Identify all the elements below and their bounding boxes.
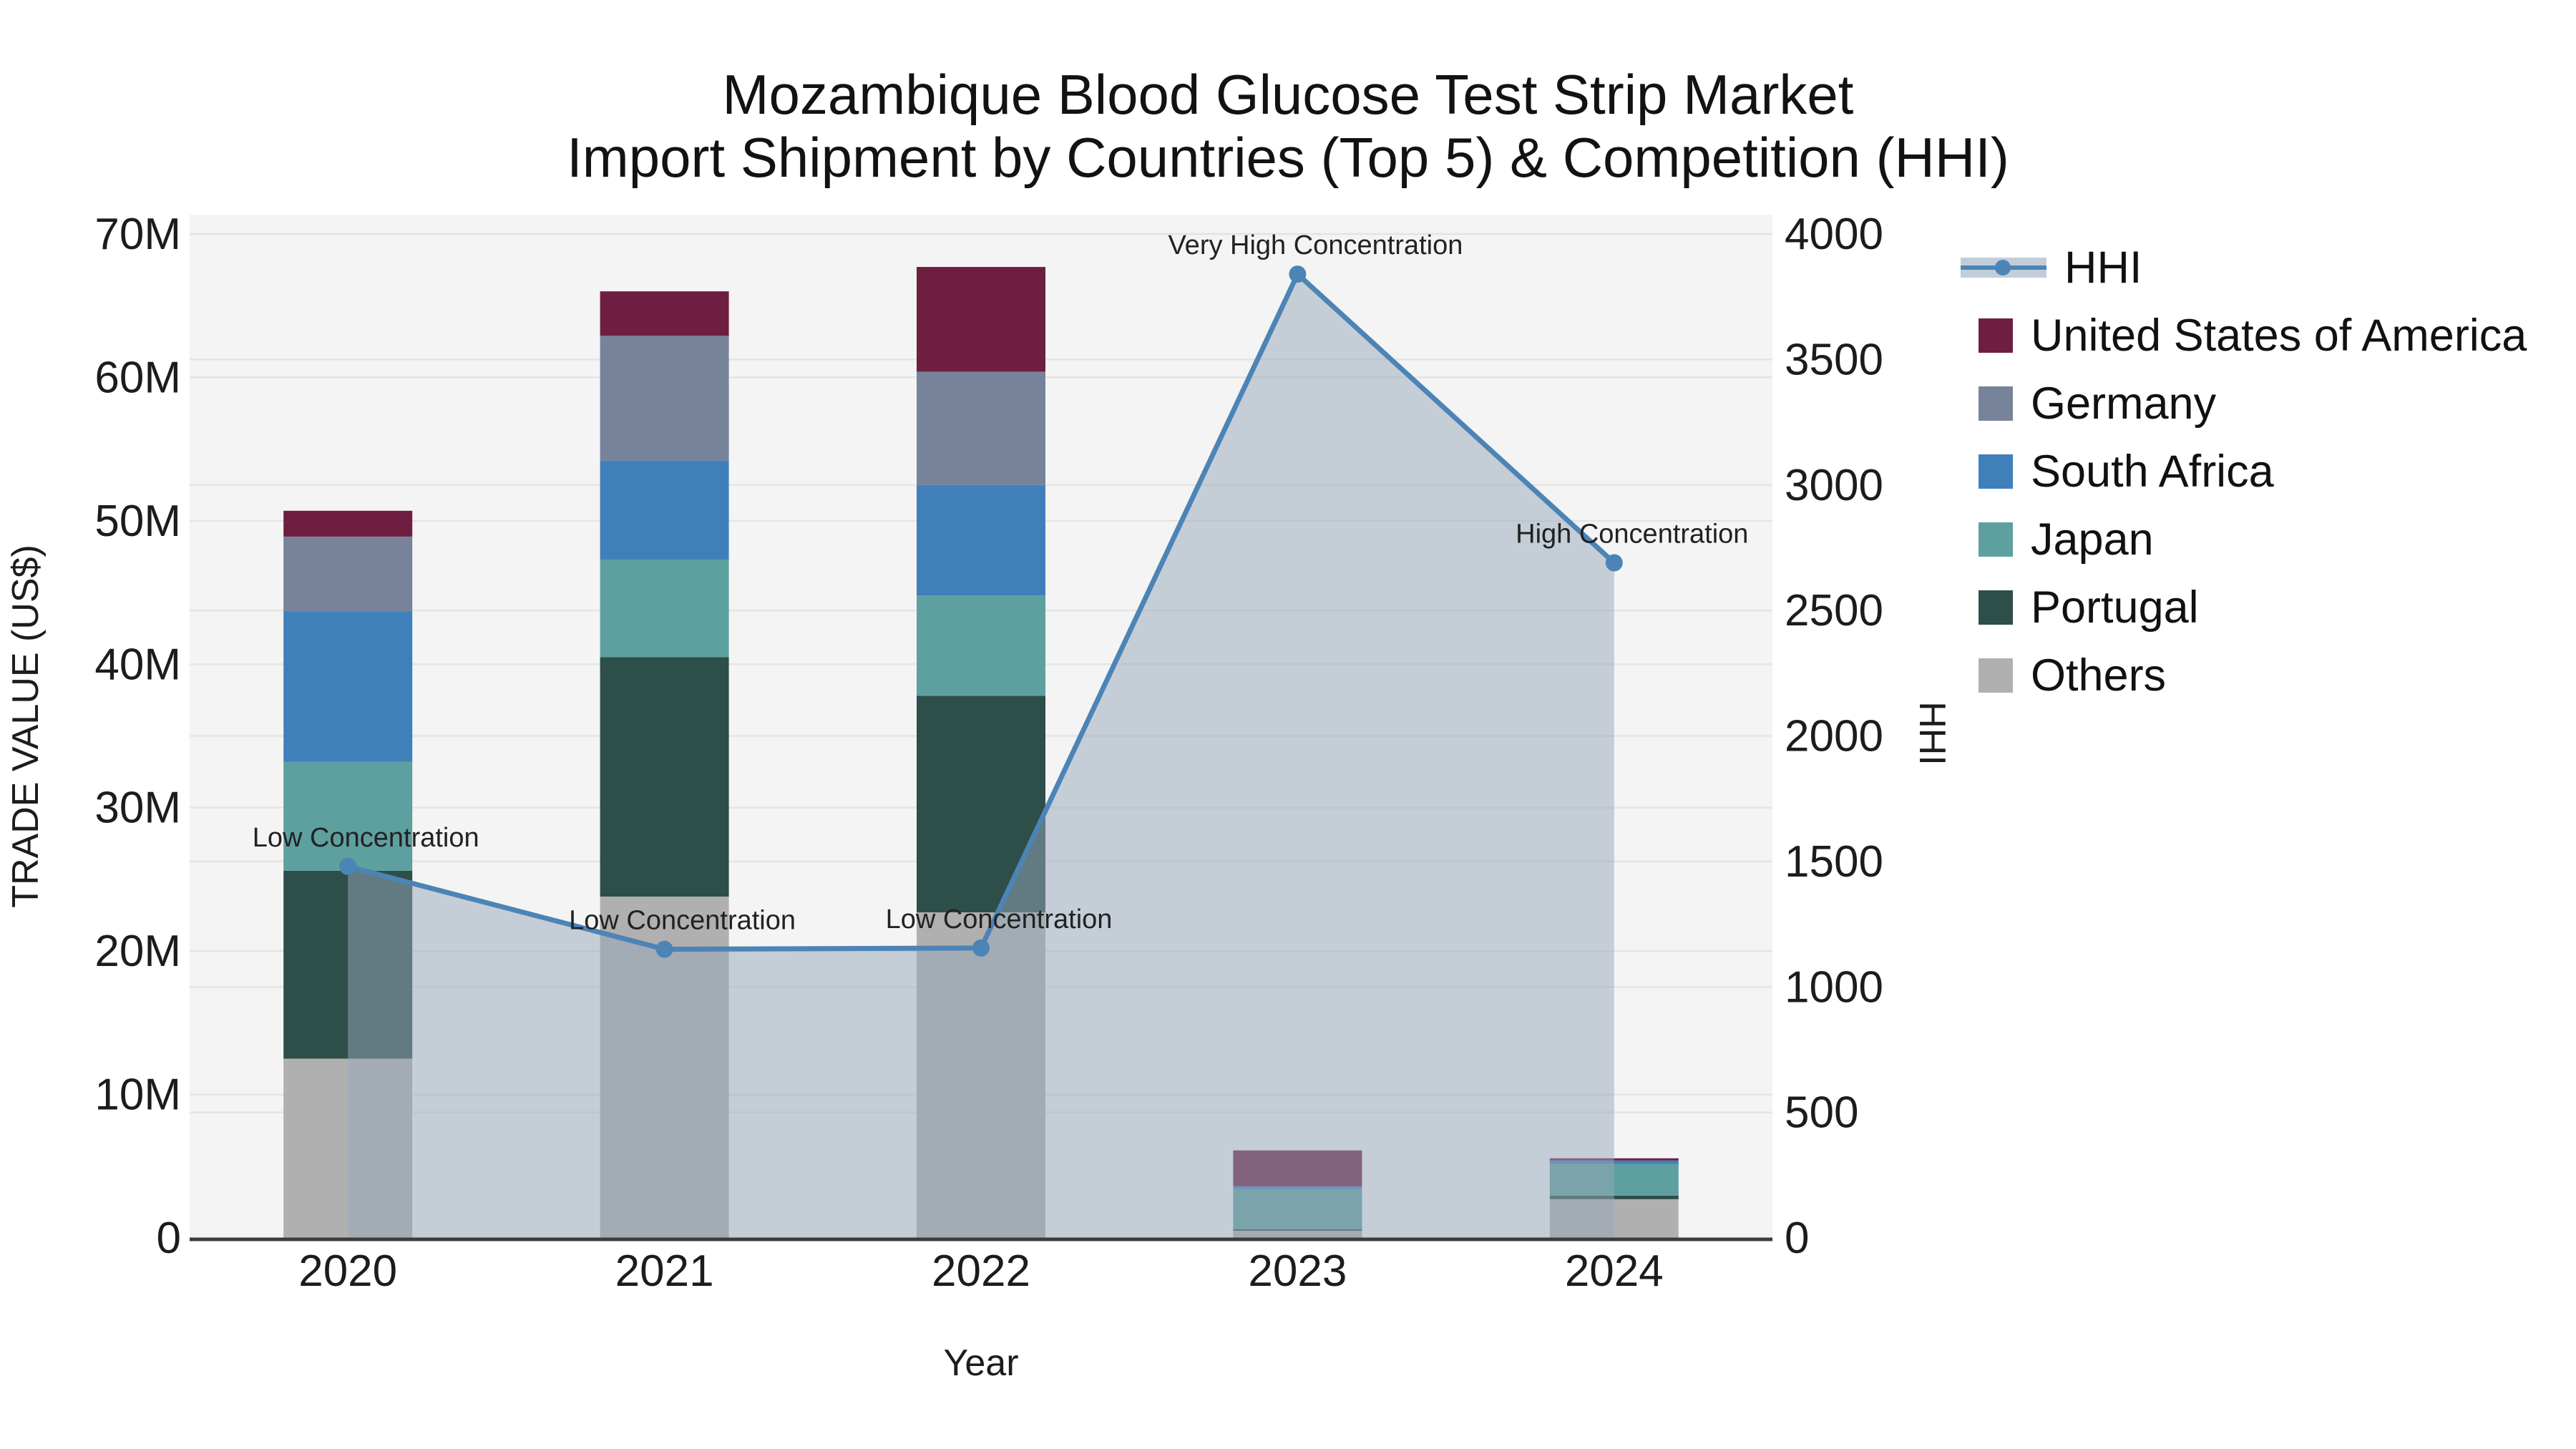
left-tick-70M: 70M [94, 210, 181, 259]
annotation-2024: High Concentration [1516, 519, 1748, 549]
x-tick-2020: 2020 [298, 1246, 397, 1296]
bar-segment-portugal-2021 [600, 657, 729, 897]
legend-swatch-germany [1979, 386, 2013, 421]
bar-segment-south-africa-2021 [600, 460, 729, 560]
legend-item-portugal: Portugal [1961, 573, 2527, 641]
annotation-2020: Low Concentration [253, 823, 479, 853]
bar-segment-japan-2021 [600, 559, 729, 658]
hhi-marker-2024 [1605, 554, 1623, 572]
legend-item-hhi: HHI [1961, 233, 2527, 301]
bar-segment-germany-2022 [917, 371, 1045, 485]
legend-swatch-japan [1979, 522, 2013, 557]
right-tick-500: 500 [1785, 1088, 1858, 1138]
right-tick-1500: 1500 [1785, 837, 1883, 887]
bar-segment-japan-2020 [283, 761, 413, 871]
x-tick-2024: 2024 [1565, 1246, 1664, 1296]
legend: HHI United States of America Germany South … [1961, 233, 2527, 709]
left-tick-30M: 30M [94, 784, 181, 833]
bar-segment-south-africa-2020 [283, 611, 413, 762]
legend-swatch-others [1979, 658, 2013, 693]
bar-segment-united-states-of-america-2020 [283, 510, 413, 537]
legend-item-united-states-of-america: United States of America [1961, 301, 2527, 369]
chart-title: Mozambique Blood Glucose Test Strip Mark… [0, 63, 2576, 189]
legend-label: HHI [2064, 242, 2142, 293]
annotation-2021: Low Concentration [569, 906, 796, 936]
legend-label: United States of America [2031, 310, 2527, 361]
hhi-legend-marker-icon [1995, 259, 2011, 275]
chart-title-line1: Mozambique Blood Glucose Test Strip Mark… [722, 63, 1854, 126]
bar-segment-japan-2022 [917, 595, 1045, 696]
legend-label: Portugal [2031, 582, 2199, 633]
legend-item-japan: Japan [1961, 505, 2527, 573]
right-tick-2000: 2000 [1785, 712, 1883, 761]
bar-segment-united-states-of-america-2022 [917, 267, 1045, 372]
legend-item-others: Others [1961, 641, 2527, 709]
bar-segment-south-africa-2022 [917, 484, 1045, 596]
legend-label: South Africa [2031, 446, 2274, 497]
legend-label: Germany [2031, 378, 2217, 429]
hhi-marker-2022 [972, 939, 990, 957]
left-tick-20M: 20M [94, 927, 181, 976]
legend-label: Japan [2031, 514, 2154, 565]
legend-item-germany: Germany [1961, 369, 2527, 437]
legend-label: Others [2031, 650, 2167, 701]
bar-segment-united-states-of-america-2021 [600, 291, 729, 336]
legend-swatch-portugal [1979, 590, 2013, 625]
x-axis-title: Year [943, 1342, 1019, 1384]
right-tick-4000: 4000 [1785, 210, 1883, 259]
right-tick-0: 0 [1785, 1214, 1809, 1263]
hhi-marker-2021 [655, 940, 673, 958]
left-tick-0: 0 [157, 1214, 181, 1263]
hhi-legend-symbol [1961, 257, 2046, 278]
legend-swatch-south-africa [1979, 454, 2013, 489]
right-tick-1000: 1000 [1785, 962, 1883, 1012]
left-tick-10M: 10M [94, 1070, 181, 1120]
x-tick-2023: 2023 [1248, 1246, 1347, 1296]
hhi-marker-2020 [339, 857, 357, 875]
chart-title-line2: Import Shipment by Countries (Top 5) & C… [567, 126, 2009, 189]
right-tick-3500: 3500 [1785, 335, 1883, 384]
left-tick-50M: 50M [94, 497, 181, 546]
hhi-marker-2023 [1289, 265, 1307, 283]
bar-segment-germany-2020 [283, 536, 413, 612]
right-tick-2500: 2500 [1785, 586, 1883, 635]
legend-item-south-africa: South Africa [1961, 437, 2527, 505]
annotation-2023: Very High Concentration [1168, 230, 1463, 260]
x-tick-2022: 2022 [932, 1246, 1030, 1296]
left-tick-60M: 60M [94, 353, 181, 402]
right-tick-3000: 3000 [1785, 461, 1883, 510]
legend-swatch-united-states-of-america [1979, 318, 2013, 353]
bar-segment-germany-2021 [600, 336, 729, 461]
x-tick-2021: 2021 [615, 1246, 714, 1296]
annotation-2022: Low Concentration [886, 904, 1113, 935]
left-tick-40M: 40M [94, 640, 181, 689]
hhi-area-fill [348, 274, 1614, 1238]
